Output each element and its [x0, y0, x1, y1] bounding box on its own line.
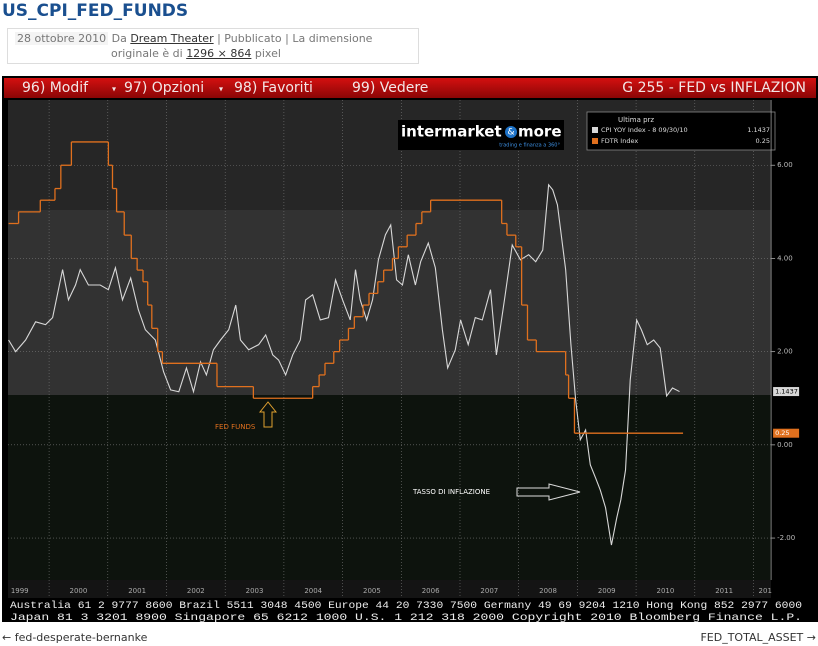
- value-tag: [773, 387, 800, 397]
- x-tick-label: 2007: [480, 587, 498, 595]
- x-tick-label: 2011: [715, 587, 733, 595]
- annotation-arrow: [516, 483, 581, 501]
- data-line: [8, 183, 680, 546]
- footer-line: Australia 61 2 9777 8600 Brazil 5511 304…: [10, 600, 802, 612]
- menu-item[interactable]: 97) Opzioni: [124, 80, 204, 96]
- x-tick-label: 2010: [657, 587, 675, 595]
- menu-item[interactable]: 98) Favoriti: [234, 80, 313, 96]
- y-tick-label: -2.00: [777, 534, 795, 542]
- meta-box: 28 ottobre 2010 Da Dream Theater | Pubbl…: [7, 28, 419, 64]
- legend-value: 1.1437: [747, 126, 770, 134]
- y-tick-label: 2.00: [777, 348, 793, 356]
- legend-box: [586, 111, 776, 151]
- y-tick-label: 4.00: [777, 254, 793, 262]
- logo-circle: [505, 126, 517, 138]
- menu-caret: ▾: [112, 85, 116, 94]
- meta-line: 28 ottobre 2010 Da Dream Theater | Pubbl…: [15, 31, 372, 46]
- annotation-arrow: [258, 401, 278, 428]
- x-tick-label: 2005: [363, 587, 381, 595]
- y-tick-label: 0.00: [777, 441, 793, 449]
- legend: CPI YOY Index - 8 09/30/10 1.1437 FDTR Ind…: [592, 126, 770, 145]
- logo-mid: &: [507, 128, 514, 138]
- value-tag-label: 0.25: [775, 429, 789, 437]
- x-tick-label: 2002: [187, 587, 205, 595]
- x-tick-label: 2009: [598, 587, 616, 595]
- by: Da: [111, 32, 127, 45]
- meta-text: | Pubblicato | La dimensione: [217, 32, 373, 45]
- x-tick-label: 201: [759, 587, 772, 595]
- x-tick-label: 2008: [539, 587, 557, 595]
- band: [8, 210, 771, 395]
- annotation: TASSO DI INFLAZIONE: [412, 488, 490, 496]
- chart: 96) Modif ▾ 97) Opzioni ▾ 98) Favoriti 9…: [2, 76, 818, 622]
- meta-text: originale è di: [111, 47, 183, 60]
- logo-text: more: [518, 123, 562, 141]
- x-tick-label: 2003: [246, 587, 264, 595]
- value-tag-label: 1.1437: [775, 388, 798, 396]
- meta-text: pixel: [254, 47, 281, 60]
- size-link[interactable]: 1296 × 864: [186, 47, 252, 60]
- header-bar: [4, 78, 816, 98]
- x-tick-label: 2000: [70, 587, 88, 595]
- meta-line: originale è di 1296 × 864 pixel: [111, 46, 281, 61]
- legend-swatch: [592, 127, 598, 133]
- grid: [8, 100, 772, 598]
- legend-swatch: [592, 138, 598, 144]
- author-link[interactable]: Dream Theater: [130, 32, 214, 45]
- date: 28 ottobre 2010: [15, 32, 109, 45]
- x-tick-label: 2004: [304, 587, 322, 595]
- footer-line: Japan 81 3 3201 8900 Singapore 65 6212 1…: [10, 612, 802, 622]
- annotation: FED FUNDS: [215, 423, 256, 431]
- value-tag: [773, 428, 800, 438]
- x-tick-label: 2006: [422, 587, 440, 595]
- chart-title: G 255 - FED vs INFLAZION: [622, 80, 806, 96]
- menu-item[interactable]: 96) Modif: [22, 80, 89, 96]
- page-title: US_CPI_FED_FUNDS: [2, 1, 189, 21]
- next-link[interactable]: FED_TOTAL_ASSET →: [700, 631, 816, 644]
- prev-link[interactable]: ← fed-desperate-bernanke: [2, 631, 148, 644]
- x-tick-label: 1999: [11, 587, 29, 595]
- x-tick-label: 2001: [128, 587, 146, 595]
- band: [8, 395, 771, 580]
- menu-caret: ▾: [219, 85, 223, 94]
- legend-label: FDTR Index: [601, 137, 638, 145]
- legend-title: Ultima prz: [618, 116, 654, 124]
- logo-text: intermarket: [401, 123, 502, 141]
- logo-tagline: trading e finanza a 360°: [499, 143, 560, 149]
- x-axis-bar: [8, 580, 771, 598]
- menu-item[interactable]: 99) Vedere: [352, 80, 428, 96]
- y-tick-label: 6.00: [777, 161, 793, 169]
- legend-value: 0.25: [756, 137, 770, 145]
- logo-bg: [398, 120, 564, 150]
- legend-label: CPI YOY Index - 8 09/30/10: [601, 126, 688, 134]
